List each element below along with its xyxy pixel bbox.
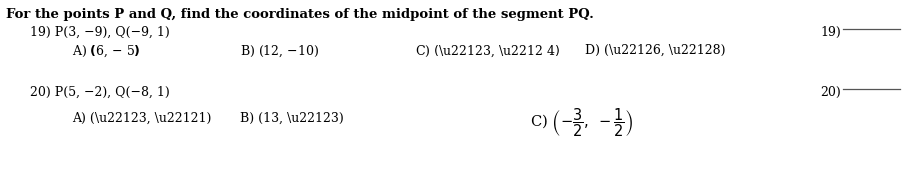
Text: 19) P(3, −9), Q(−9, 1): 19) P(3, −9), Q(−9, 1) [30, 26, 169, 39]
Text: B) (12, $-$10): B) (12, $-$10) [240, 44, 319, 59]
Text: A) $\mathbf{(}$6, $-$ 5$\mathbf{)}$: A) $\mathbf{(}$6, $-$ 5$\mathbf{)}$ [72, 44, 140, 59]
Text: 20): 20) [820, 86, 841, 99]
Text: 20) P(5, −2), Q(−8, 1): 20) P(5, −2), Q(−8, 1) [30, 86, 169, 99]
Text: 19): 19) [820, 26, 841, 39]
Text: C) $\left(-\dfrac{3}{2},\ -\dfrac{1}{2}\right)$: C) $\left(-\dfrac{3}{2},\ -\dfrac{1}{2}\… [530, 106, 633, 139]
Text: A) (\u22123, \u22121): A) (\u22123, \u22121) [72, 112, 211, 125]
Text: B) (13, \u22123): B) (13, \u22123) [240, 112, 343, 125]
Text: For the points P and Q, find the coordinates of the midpoint of the segment PQ.: For the points P and Q, find the coordin… [6, 8, 594, 21]
Text: D) (\u22126, \u22128): D) (\u22126, \u22128) [585, 44, 725, 57]
Text: C) $($\u22123, \u2212 4$)$: C) $($\u22123, \u2212 4$)$ [415, 44, 560, 59]
